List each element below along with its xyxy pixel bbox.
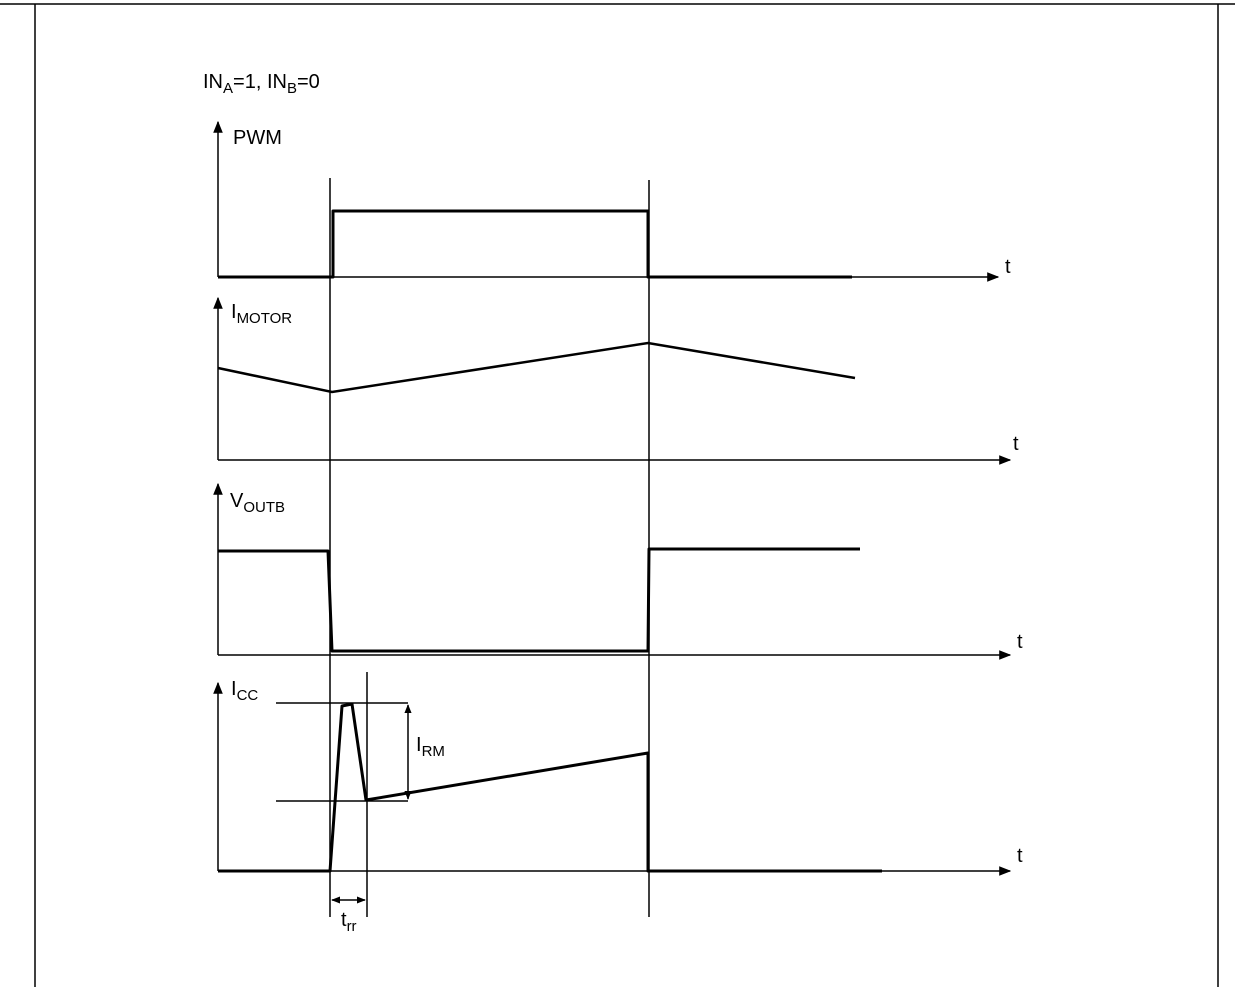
imotor-label: IMOTOR [231, 301, 292, 327]
pwm-t-label: t [1005, 256, 1011, 278]
voutb-t-label: t [1017, 631, 1023, 653]
imotor-t-label: t [1013, 433, 1019, 455]
icc-t-label: t [1017, 845, 1023, 867]
condition-label: INA=1, INB=0 [203, 71, 320, 97]
icc-label: ICC [231, 678, 258, 704]
voutb-waveform [218, 547, 860, 653]
figure-frame [0, 3, 1235, 987]
trr-label: trr [341, 909, 357, 935]
pwm-trace: PWM t [213, 120, 1011, 282]
pwm-waveform [218, 209, 852, 279]
pwm-label: PWM [233, 127, 282, 149]
voutb-label: VOUTB [230, 490, 285, 516]
icc-waveform [218, 702, 882, 873]
voutb-trace: VOUTB t [213, 482, 1023, 660]
icc-trace: IRM trr ICC t [213, 678, 1023, 935]
imotor-waveform [217, 341, 856, 394]
irm-label: IRM [416, 734, 445, 760]
imotor-trace: IMOTOR t [213, 296, 1019, 465]
